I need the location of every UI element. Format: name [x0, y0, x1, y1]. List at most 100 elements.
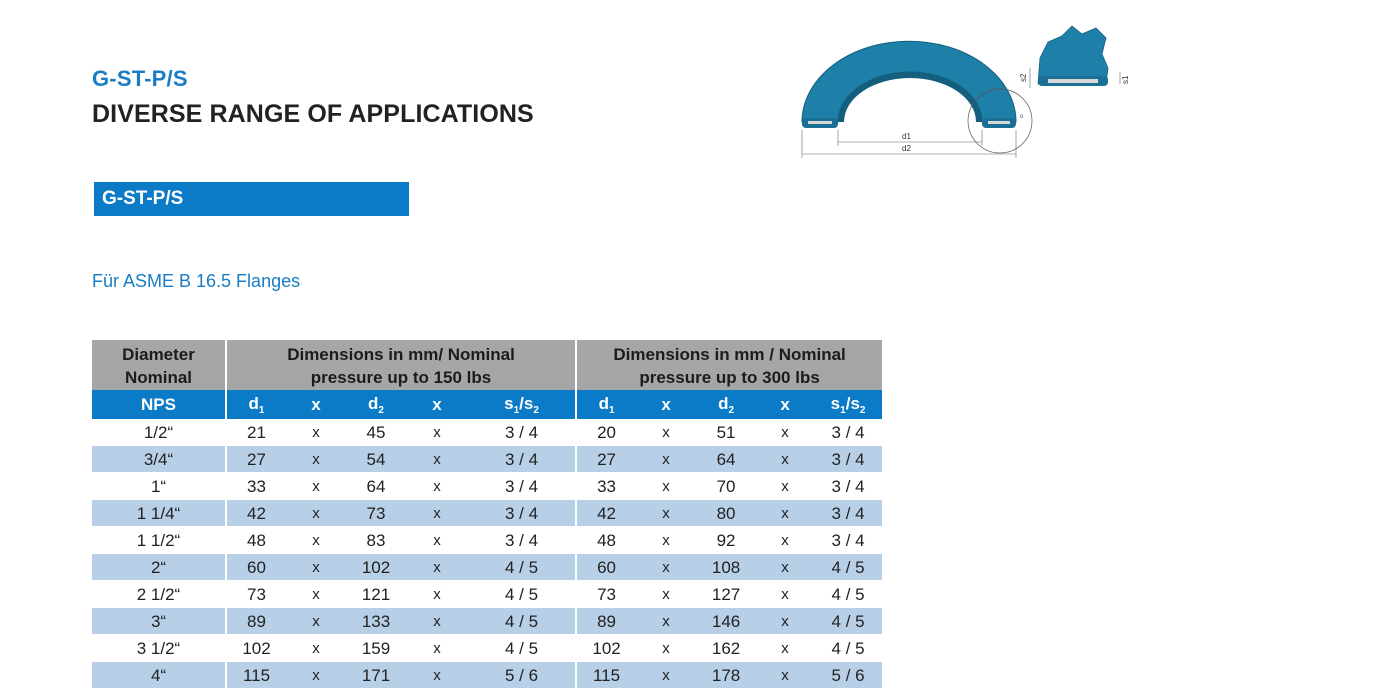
nps-cell: 2 1/2“	[92, 580, 227, 608]
table-row: 1 1/4“ 42 x 73 x 3 / 4 42 x 80 x 3 / 4	[92, 499, 883, 527]
d2-300-cell: 51	[696, 419, 757, 446]
table-row: 3“ 89 x 133 x 4 / 5 89 x 146 x 4 / 5	[92, 607, 883, 635]
nps-cell: 1 1/4“	[92, 499, 227, 527]
d2-150-cell: 54	[346, 445, 406, 473]
x-cell: x	[756, 419, 815, 446]
d2-150-cell: 159	[346, 634, 406, 662]
table-row: 4“ 115 x 171 x 5 / 6 115 x 178 x 5 / 6	[92, 661, 883, 689]
detail-circle	[967, 88, 1033, 154]
col-x2-150: x	[406, 390, 468, 419]
d1-150-cell: 33	[226, 472, 286, 500]
col-d1-300: d1	[576, 390, 637, 419]
d1-300-cell: 102	[576, 634, 637, 662]
x-cell: x	[286, 553, 346, 581]
x-cell: x	[756, 607, 815, 635]
d1-150-cell: 60	[226, 553, 286, 581]
col-x-300: x	[636, 390, 697, 419]
d2-150-cell: 45	[346, 419, 406, 446]
d1-label: d1	[902, 132, 911, 141]
nps-cell: 1/2“	[92, 419, 227, 446]
col-d1-150: d1	[226, 390, 286, 419]
x-cell: x	[406, 472, 468, 500]
x-cell: x	[756, 499, 815, 527]
nps-cell: 4“	[92, 661, 227, 689]
d1-150-cell: 73	[226, 580, 286, 608]
s-300-cell: 3 / 4	[814, 499, 883, 527]
s-300-cell: 5 / 6	[814, 661, 883, 689]
table-row: 2“ 60 x 102 x 4 / 5 60 x 108 x 4 / 5	[92, 553, 883, 581]
col-x-150: x	[286, 390, 346, 419]
page-title: DIVERSE RANGE OF APPLICATIONS	[92, 100, 534, 128]
x-cell: x	[406, 499, 468, 527]
s-300-cell: 4 / 5	[814, 580, 883, 608]
x-cell: x	[406, 526, 468, 554]
s-150-cell: 5 / 6	[468, 661, 578, 689]
x-cell: x	[636, 445, 697, 473]
d2-300-cell: 146	[696, 607, 757, 635]
dimensions-table: Diameter Nominal Dimensions in mm/ Nomin…	[92, 340, 883, 689]
s-300-cell: 4 / 5	[814, 607, 883, 635]
d1-150-cell: 42	[226, 499, 286, 527]
d1-300-cell: 20	[576, 419, 637, 446]
d1-150-cell: 21	[226, 419, 286, 446]
d1-150-cell: 102	[226, 634, 286, 662]
d2-300-cell: 178	[696, 661, 757, 689]
s-150-cell: 4 / 5	[468, 634, 578, 662]
d1-300-cell: 33	[576, 472, 637, 500]
col-x2-300: x	[756, 390, 815, 419]
x-cell: x	[756, 526, 815, 554]
col-d2-150: d2	[346, 390, 406, 419]
table-row: 1“ 33 x 64 x 3 / 4 33 x 70 x 3 / 4	[92, 472, 883, 500]
x-cell: x	[636, 472, 697, 500]
table-row: 1 1/2“ 48 x 83 x 3 / 4 48 x 92 x 3 / 4	[92, 526, 883, 554]
d1-300-cell: 89	[576, 607, 637, 635]
s-150-cell: 4 / 5	[468, 607, 578, 635]
gasket-cross-section	[1037, 25, 1109, 85]
d1-300-cell: 42	[576, 499, 637, 527]
dim-150-header: Dimensions in mm/ Nominal pressure up to…	[226, 340, 578, 390]
x-cell: x	[636, 499, 697, 527]
col-d2-300: d2	[696, 390, 757, 419]
s-150-cell: 4 / 5	[468, 580, 578, 608]
d2-300-cell: 92	[696, 526, 757, 554]
s-300-cell: 3 / 4	[814, 419, 883, 446]
table-row: 3/4“ 27 x 54 x 3 / 4 27 x 64 x 3 / 4	[92, 445, 883, 473]
table-row: 2 1/2“ 73 x 121 x 4 / 5 73 x 127 x 4 / 5	[92, 580, 883, 608]
col-s-150: s1/s2	[468, 390, 578, 419]
nps-cell: 3/4“	[92, 445, 227, 473]
x-cell: x	[756, 445, 815, 473]
x-cell: x	[756, 472, 815, 500]
x-cell: x	[286, 445, 346, 473]
s-150-cell: 3 / 4	[468, 445, 578, 473]
s-150-cell: 3 / 4	[468, 499, 578, 527]
gasket-inner-shade	[838, 72, 982, 122]
x-cell: x	[636, 634, 697, 662]
d1-150-cell: 48	[226, 526, 286, 554]
x-cell: x	[286, 661, 346, 689]
d2-150-cell: 73	[346, 499, 406, 527]
d2-300-cell: 80	[696, 499, 757, 527]
d2-150-cell: 171	[346, 661, 406, 689]
d2-300-cell: 162	[696, 634, 757, 662]
s-300-cell: 3 / 4	[814, 445, 883, 473]
nps-cell: 3 1/2“	[92, 634, 227, 662]
d2-150-cell: 102	[346, 553, 406, 581]
x-cell: x	[636, 580, 697, 608]
diameter-nominal-header: Diameter Nominal	[92, 340, 227, 390]
s-300-cell: 3 / 4	[814, 526, 883, 554]
d1-300-cell: 27	[576, 445, 637, 473]
svg-text:o: o	[1020, 114, 1024, 120]
x-cell: x	[636, 419, 697, 446]
x-cell: x	[406, 580, 468, 608]
d2-150-cell: 64	[346, 472, 406, 500]
d2-300-cell: 64	[696, 445, 757, 473]
d1-150-cell: 115	[226, 661, 286, 689]
d2-300-cell: 127	[696, 580, 757, 608]
x-cell: x	[756, 634, 815, 662]
x-cell: x	[406, 553, 468, 581]
x-cell: x	[286, 472, 346, 500]
nps-cell: 1“	[92, 472, 227, 500]
x-cell: x	[286, 419, 346, 446]
s-300-cell: 4 / 5	[814, 634, 883, 662]
d1-300-cell: 115	[576, 661, 637, 689]
